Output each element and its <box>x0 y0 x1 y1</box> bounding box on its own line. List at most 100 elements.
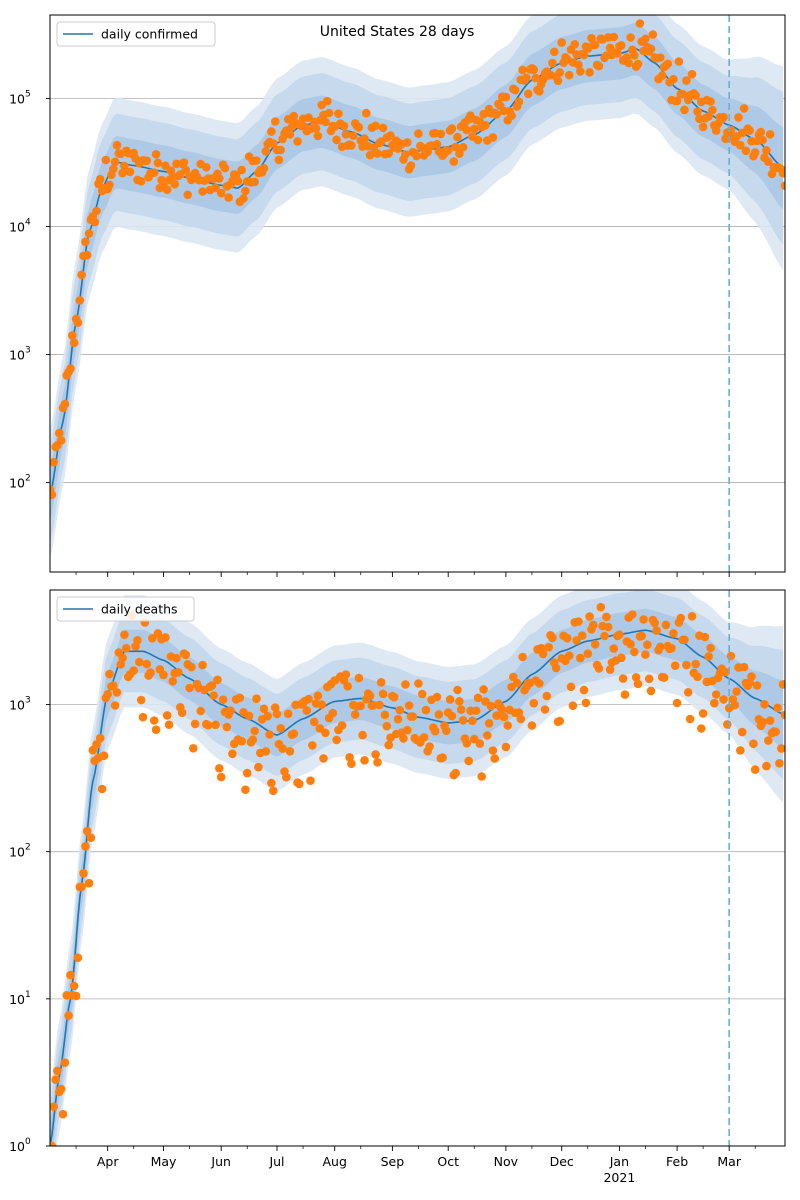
daily-point <box>285 747 295 756</box>
daily-point <box>149 168 159 177</box>
daily-point <box>531 73 540 83</box>
daily-point <box>682 660 691 670</box>
daily-point <box>564 651 574 660</box>
daily-point <box>125 167 135 177</box>
daily-point <box>56 1084 66 1094</box>
confirmed-uncertainty-bands <box>50 15 784 560</box>
daily-point <box>354 673 364 683</box>
daily-point <box>503 721 512 730</box>
x-axis-month-labels: Apr May Jun Jul Aug Sep Oct Nov Dec Jan Feb Mar 2021 <box>97 1154 742 1185</box>
deaths-trend-line <box>50 629 785 1146</box>
daily-point <box>332 735 341 745</box>
daily-point <box>222 722 232 732</box>
daily-point <box>146 668 155 677</box>
daily-point <box>323 96 332 106</box>
daily-point <box>376 678 386 687</box>
daily-point <box>343 682 353 691</box>
daily-point <box>492 110 501 119</box>
daily-point <box>747 672 756 681</box>
daily-point <box>693 672 702 682</box>
daily-point <box>551 663 561 673</box>
daily-point <box>84 878 94 888</box>
daily-point <box>276 724 286 733</box>
x-tick-label: May <box>151 1154 177 1169</box>
daily-point <box>602 612 611 622</box>
daily-point <box>542 691 552 701</box>
daily-point <box>105 669 114 679</box>
daily-point <box>700 632 710 642</box>
daily-point <box>365 150 375 160</box>
daily-point <box>313 131 323 141</box>
daily-point <box>164 720 174 729</box>
daily-point <box>745 126 754 135</box>
daily-point <box>142 156 152 166</box>
daily-point <box>497 705 507 715</box>
daily-point <box>657 71 667 80</box>
daily-point <box>563 633 572 643</box>
daily-point <box>53 1066 62 1076</box>
daily-point <box>749 739 758 748</box>
daily-point <box>609 32 619 42</box>
daily-point <box>151 150 161 159</box>
daily-point <box>306 776 315 785</box>
daily-point <box>514 708 524 717</box>
deaths-legend-box <box>56 596 195 622</box>
daily-point <box>153 158 163 168</box>
daily-point <box>82 826 92 836</box>
confirmed-x-axis-ticks <box>75 572 756 577</box>
daily-point <box>86 833 96 842</box>
daily-point <box>719 112 728 122</box>
daily-point <box>617 41 626 50</box>
daily-point <box>50 457 58 467</box>
daily-point <box>477 772 487 781</box>
daily-point <box>572 636 581 645</box>
daily-point <box>652 626 661 635</box>
daily-point <box>544 643 553 652</box>
daily-point <box>198 660 207 670</box>
daily-point <box>289 111 299 121</box>
daily-point <box>678 89 687 99</box>
daily-point <box>237 165 246 175</box>
y-tick-label: 10 <box>9 476 25 491</box>
daily-point <box>161 161 170 170</box>
daily-point <box>449 157 459 166</box>
daily-point <box>590 640 600 649</box>
daily-point <box>337 721 347 730</box>
daily-point <box>522 73 531 83</box>
daily-point <box>183 190 192 200</box>
daily-point <box>579 50 589 60</box>
daily-point <box>215 174 224 183</box>
daily-point <box>631 673 641 682</box>
daily-point <box>574 60 583 70</box>
daily-point <box>50 1141 57 1146</box>
daily-point <box>399 734 408 743</box>
daily-point <box>488 746 498 755</box>
daily-point <box>371 121 380 131</box>
daily-point <box>347 759 356 768</box>
daily-point <box>641 650 650 659</box>
daily-point <box>189 744 198 753</box>
daily-point <box>384 740 394 750</box>
daily-point <box>669 74 678 84</box>
daily-point <box>267 778 276 788</box>
daily-point <box>319 754 328 763</box>
daily-point <box>704 112 713 121</box>
daily-point <box>643 640 652 649</box>
daily-point <box>594 664 604 673</box>
daily-point <box>499 712 509 722</box>
daily-point <box>129 666 138 675</box>
daily-point <box>553 76 563 86</box>
daily-point <box>174 668 183 677</box>
daily-point <box>453 685 462 695</box>
daily-point <box>282 772 291 782</box>
daily-point <box>248 735 258 745</box>
daily-point <box>393 714 403 724</box>
daily-point <box>110 157 120 167</box>
daily-point <box>676 613 686 623</box>
daily-point <box>250 726 259 736</box>
daily-point <box>216 188 226 198</box>
daily-point <box>95 733 105 743</box>
daily-point <box>514 97 524 107</box>
daily-point <box>308 741 317 750</box>
daily-point <box>118 653 127 663</box>
